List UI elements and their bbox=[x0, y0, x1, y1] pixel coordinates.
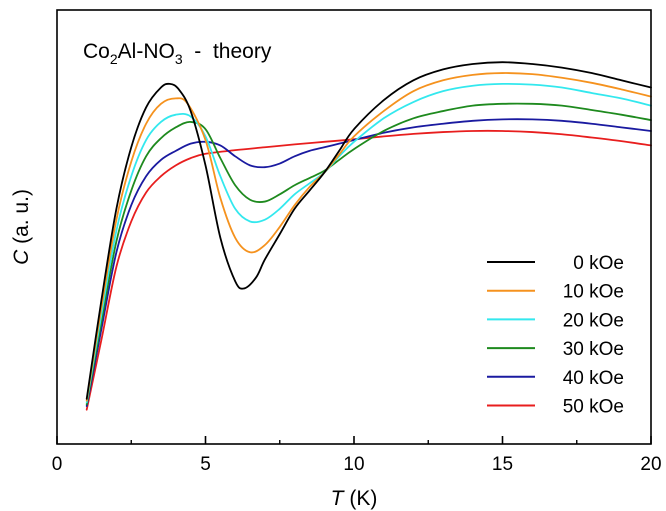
series-line-0 bbox=[85, 61, 652, 400]
series-line-5 bbox=[85, 129, 652, 411]
annotation-formula: Co2Al-NO3 - theory bbox=[83, 40, 272, 67]
legend-label-3: 30 kOe bbox=[563, 339, 624, 360]
axis-ticks: 0 5 10 15 20 bbox=[52, 436, 662, 475]
legend-label-5: 50 kOe bbox=[563, 397, 624, 418]
legend-label-1: 10 kOe bbox=[563, 282, 624, 303]
series-line-3 bbox=[85, 102, 652, 406]
x-tick-label: 15 bbox=[492, 454, 513, 475]
y-axis-title: C (a. u.) bbox=[10, 189, 33, 265]
series-line-1 bbox=[85, 72, 652, 402]
x-tick-label: 0 bbox=[52, 454, 63, 475]
x-tick-label: 5 bbox=[200, 454, 211, 475]
legend-label-2: 20 kOe bbox=[563, 310, 624, 331]
x-axis-title: T (K) bbox=[331, 487, 378, 510]
series-line-2 bbox=[85, 82, 652, 404]
legend: 0 kOe 10 kOe 20 kOe 30 kOe 40 kOe 50 kOe bbox=[487, 253, 624, 418]
x-tick-label: 10 bbox=[343, 454, 364, 475]
x-tick-label: 20 bbox=[640, 454, 661, 475]
series-lines bbox=[85, 61, 652, 411]
legend-label-0: 0 kOe bbox=[573, 253, 624, 274]
series-line-4 bbox=[85, 118, 652, 407]
legend-label-4: 40 kOe bbox=[563, 368, 624, 389]
